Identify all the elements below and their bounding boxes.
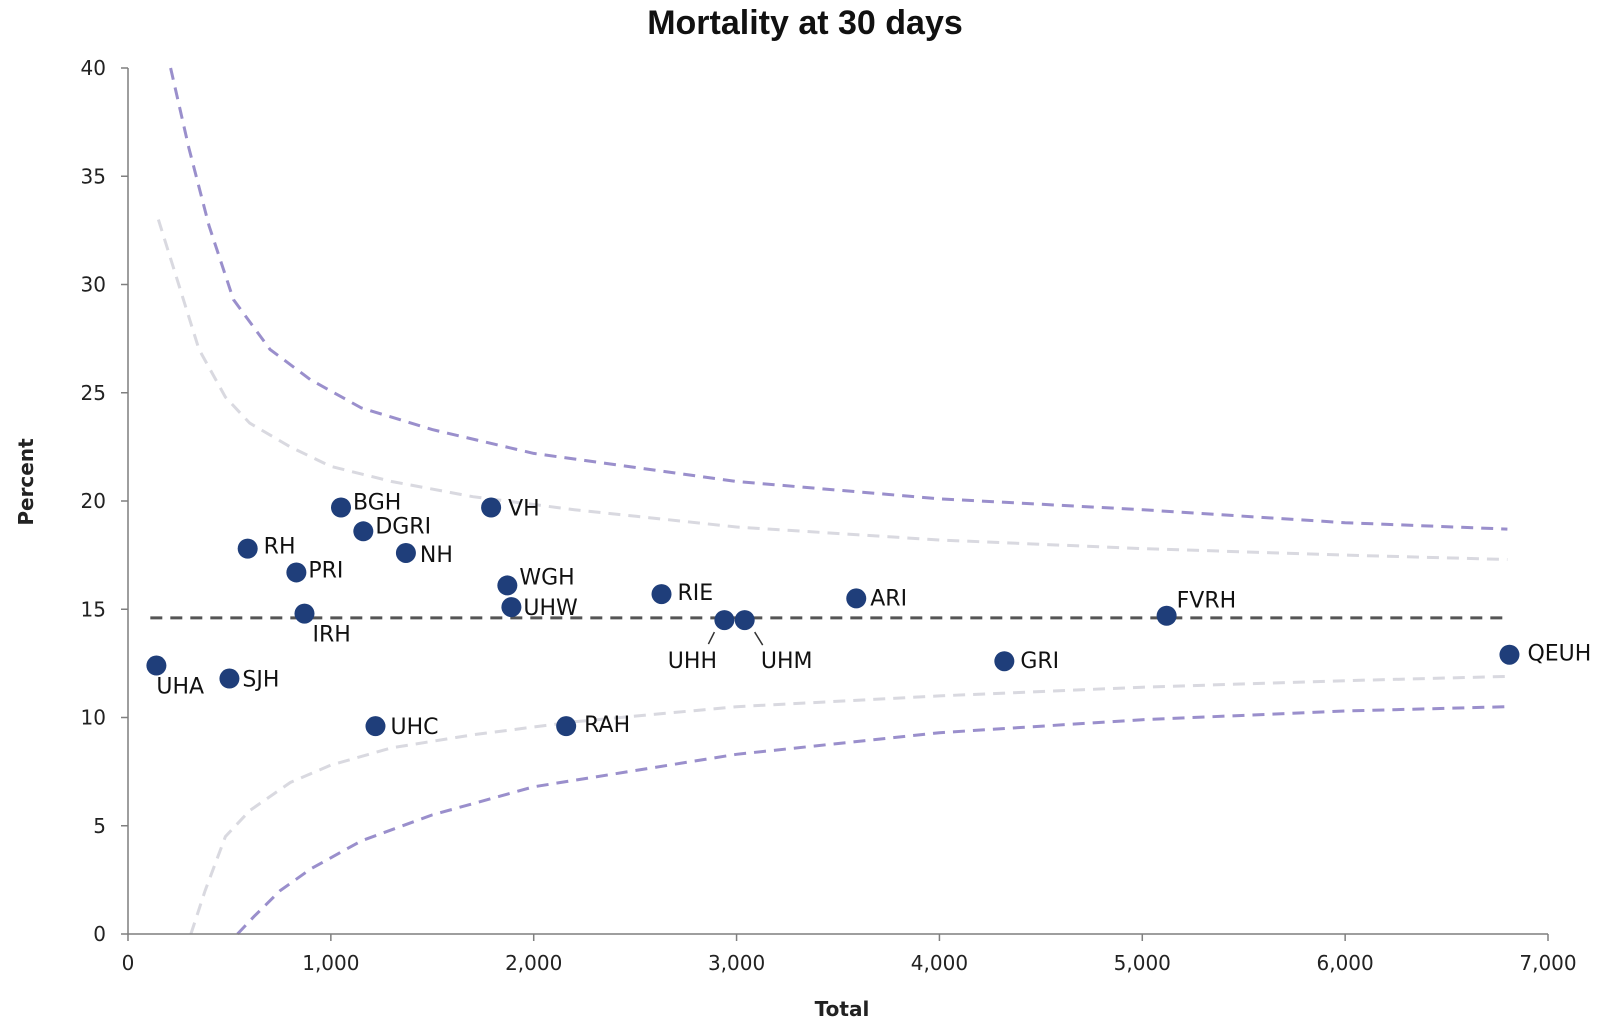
y-tick-label: 0 [93, 922, 106, 946]
data-label-vh: VH [508, 496, 540, 521]
x-tick-label: 4,000 [911, 951, 968, 975]
inner-lower-limit-line [189, 674, 1508, 935]
data-point-rie [651, 584, 672, 605]
data-point-uhc [365, 716, 386, 737]
data-point-wgh [497, 575, 518, 596]
x-tick-label: 1,000 [302, 951, 359, 975]
data-point-sjh [219, 668, 240, 689]
data-label-dgri: DGRI [375, 514, 431, 539]
y-tick-label: 40 [81, 56, 106, 80]
y-tick-label: 30 [81, 273, 106, 297]
data-point-bgh [331, 497, 351, 518]
x-tick-label: 6,000 [1317, 951, 1374, 975]
data-label-pri: PRI [308, 558, 343, 583]
y-tick-label: 25 [81, 381, 106, 405]
data-label-gri: GRI [1020, 649, 1059, 674]
y-tick-label: 15 [81, 597, 106, 621]
data-point-uhw [501, 597, 522, 618]
data-label-uhw: UHW [523, 596, 578, 621]
data-label-ari: ARI [870, 586, 907, 611]
y-tick-label: 35 [81, 164, 106, 188]
data-point-uhh [714, 610, 735, 631]
x-axis-title: Total [815, 997, 870, 1021]
data-label-uha: UHA [156, 675, 204, 700]
data-point-vh [481, 497, 502, 518]
data-point-uhm [734, 610, 755, 631]
y-tick-label: 5 [93, 814, 106, 838]
x-tick-label: 2,000 [505, 951, 562, 975]
y-axis-title: Percent [14, 438, 38, 526]
data-label-nh: NH [420, 543, 453, 568]
data-label-rah: RAH [584, 713, 630, 738]
data-point-rh [237, 538, 258, 559]
x-tick-label: 0 [122, 951, 135, 975]
y-tick-label: 10 [81, 706, 106, 730]
inner-upper-limit-line [156, 219, 1508, 561]
x-tick-label: 7,000 [1519, 951, 1576, 975]
data-label-qeuh: QEUH [1527, 642, 1591, 667]
data-label-uhm: UHM [761, 649, 813, 674]
leader-line [754, 631, 764, 646]
data-point-qeuh [1499, 644, 1520, 665]
data-point-fvrh [1156, 605, 1177, 626]
data-point-ari [846, 588, 867, 609]
data-label-uhh: UHH [668, 649, 717, 674]
data-point-irh [294, 603, 315, 624]
outer-upper-limit-line [169, 67, 1508, 531]
leader-line [707, 631, 716, 645]
data-label-bgh: BGH [353, 490, 401, 515]
data-point-uha [146, 655, 167, 676]
y-tick-label: 20 [81, 489, 106, 513]
data-label-fvrh: FVRH [1177, 589, 1237, 614]
x-tick-label: 5,000 [1114, 951, 1171, 975]
outer-lower-limit-line [236, 705, 1508, 936]
data-point-gri [994, 651, 1015, 672]
data-label-sjh: SJH [242, 668, 279, 693]
data-label-wgh: WGH [519, 565, 574, 590]
data-point-nh [395, 542, 416, 563]
data-point-rah [556, 716, 577, 737]
data-point-dgri [353, 521, 374, 542]
data-label-rie: RIE [678, 581, 714, 606]
data-point-pri [286, 562, 307, 583]
chart-title: Mortality at 30 days [647, 4, 963, 42]
data-label-uhc: UHC [390, 715, 438, 740]
data-label-irh: IRH [312, 623, 350, 648]
x-tick-label: 3,000 [708, 951, 765, 975]
data-label-rh: RH [264, 535, 296, 560]
